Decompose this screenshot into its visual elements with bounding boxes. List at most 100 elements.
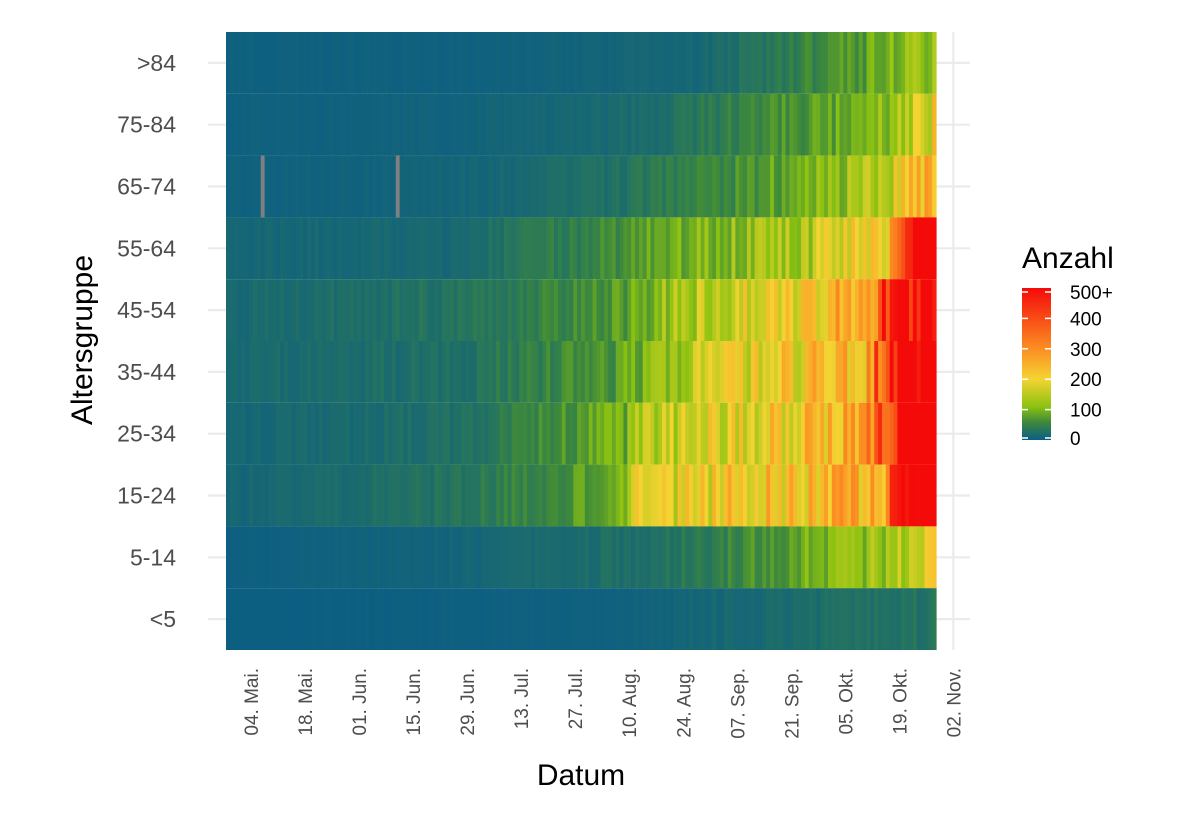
heatmap-cell: [870, 279, 875, 341]
heatmap-cell: [391, 279, 397, 341]
heatmap-cell: [631, 526, 636, 589]
heatmap-cell: [426, 279, 432, 341]
heatmap-cell: [322, 526, 327, 589]
heatmap-cell: [673, 32, 679, 94]
heatmap-cell: [839, 464, 844, 527]
heatmap-cell: [596, 32, 601, 94]
heatmap-cell: [669, 402, 675, 465]
heatmap-row: [226, 32, 937, 94]
heatmap-cell: [785, 588, 790, 650]
heatmap-cell: [854, 341, 860, 403]
heatmap-cell: [901, 464, 906, 527]
heatmap-cell: [511, 217, 516, 280]
heatmap-cell: [276, 464, 281, 527]
heatmap-cell: [577, 32, 582, 94]
heatmap-cell: [827, 464, 833, 527]
heatmap-cell: [777, 402, 783, 465]
heatmap-cell: [920, 588, 926, 650]
heatmap-cell: [627, 464, 632, 527]
heatmap-cell: [770, 526, 775, 589]
heatmap-cell: [719, 588, 725, 650]
heatmap-cell: [924, 32, 929, 94]
heatmap-cell: [897, 526, 902, 589]
heatmap-cell: [307, 341, 312, 403]
heatmap-cell: [932, 402, 937, 465]
heatmap-cell: [932, 588, 937, 650]
heatmap-cell: [542, 93, 547, 156]
heatmap-cell: [542, 402, 547, 465]
heatmap-cell: [893, 279, 899, 341]
heatmap-cell: [824, 93, 829, 156]
heatmap-cell: [824, 588, 829, 650]
heatmap-cell: [361, 526, 366, 589]
heatmap-cell: [746, 464, 752, 527]
heatmap-cell: [685, 32, 690, 94]
heatmap-cell: [766, 526, 771, 589]
x-tick-label: 18. Mai.: [296, 668, 317, 736]
heatmap-cell: [472, 464, 478, 527]
heatmap-cell: [368, 402, 374, 465]
heatmap-cell: [635, 155, 640, 218]
heatmap-cell: [638, 155, 644, 218]
heatmap-cell: [665, 155, 671, 218]
heatmap-cell: [469, 402, 474, 465]
heatmap-cell: [538, 93, 544, 156]
heatmap-cell: [631, 588, 636, 650]
heatmap-cell: [789, 588, 794, 650]
heatmap-cell: [496, 279, 501, 341]
heatmap-cell: [496, 402, 501, 465]
heatmap-row: [226, 588, 937, 650]
heatmap-cell: [503, 402, 509, 465]
legend-tick-label: 200: [1070, 370, 1102, 391]
heatmap-cell: [233, 341, 239, 403]
heatmap-cell: [526, 588, 532, 650]
heatmap-cell: [438, 32, 443, 94]
heatmap-cell: [723, 155, 729, 218]
heatmap-cell: [854, 155, 860, 218]
heatmap-cell: [746, 32, 752, 94]
heatmap-cell: [681, 526, 686, 589]
heatmap-cell: [893, 93, 899, 156]
heatmap-cell: [395, 341, 401, 403]
heatmap-cell: [669, 341, 675, 403]
heatmap-cell: [299, 32, 304, 94]
heatmap-cell: [368, 32, 374, 94]
heatmap-cell: [777, 93, 783, 156]
heatmap-cell: [654, 32, 659, 94]
heatmap-cell: [550, 217, 555, 280]
heatmap-cell: [704, 217, 709, 280]
heatmap-cell: [322, 588, 327, 650]
heatmap-cell: [403, 464, 408, 527]
heatmap-cell: [777, 217, 783, 280]
heatmap-cell: [295, 279, 300, 341]
heatmap-cell: [226, 402, 231, 465]
heatmap-cell: [677, 155, 682, 218]
heatmap-cell: [345, 93, 351, 156]
heatmap-cell: [766, 402, 771, 465]
heatmap-cell: [623, 588, 628, 650]
heatmap-cell: [596, 279, 601, 341]
heatmap-cell: [912, 341, 918, 403]
heatmap-cell: [229, 279, 235, 341]
heatmap-cell: [893, 341, 899, 403]
heatmap-cell: [808, 526, 814, 589]
heatmap-cell: [577, 155, 582, 218]
heatmap-cell: [889, 32, 895, 94]
heatmap-cell: [403, 155, 408, 218]
heatmap-cell: [341, 32, 347, 94]
heatmap-cell: [835, 464, 841, 527]
heatmap-cell: [689, 402, 694, 465]
heatmap-cell: [781, 526, 787, 589]
heatmap-cell: [426, 402, 432, 465]
heatmap-cell: [889, 464, 895, 527]
heatmap-cell: [569, 155, 574, 218]
heatmap-cell: [700, 93, 706, 156]
heatmap-cell: [388, 402, 393, 465]
heatmap-cell: [476, 402, 482, 465]
heatmap-cell: [442, 588, 447, 650]
heatmap-cell: [345, 217, 351, 280]
heatmap-cell: [476, 464, 482, 527]
y-tick-label: 25-34: [117, 421, 176, 447]
heatmap-cell: [442, 526, 447, 589]
heatmap-cell: [781, 155, 787, 218]
